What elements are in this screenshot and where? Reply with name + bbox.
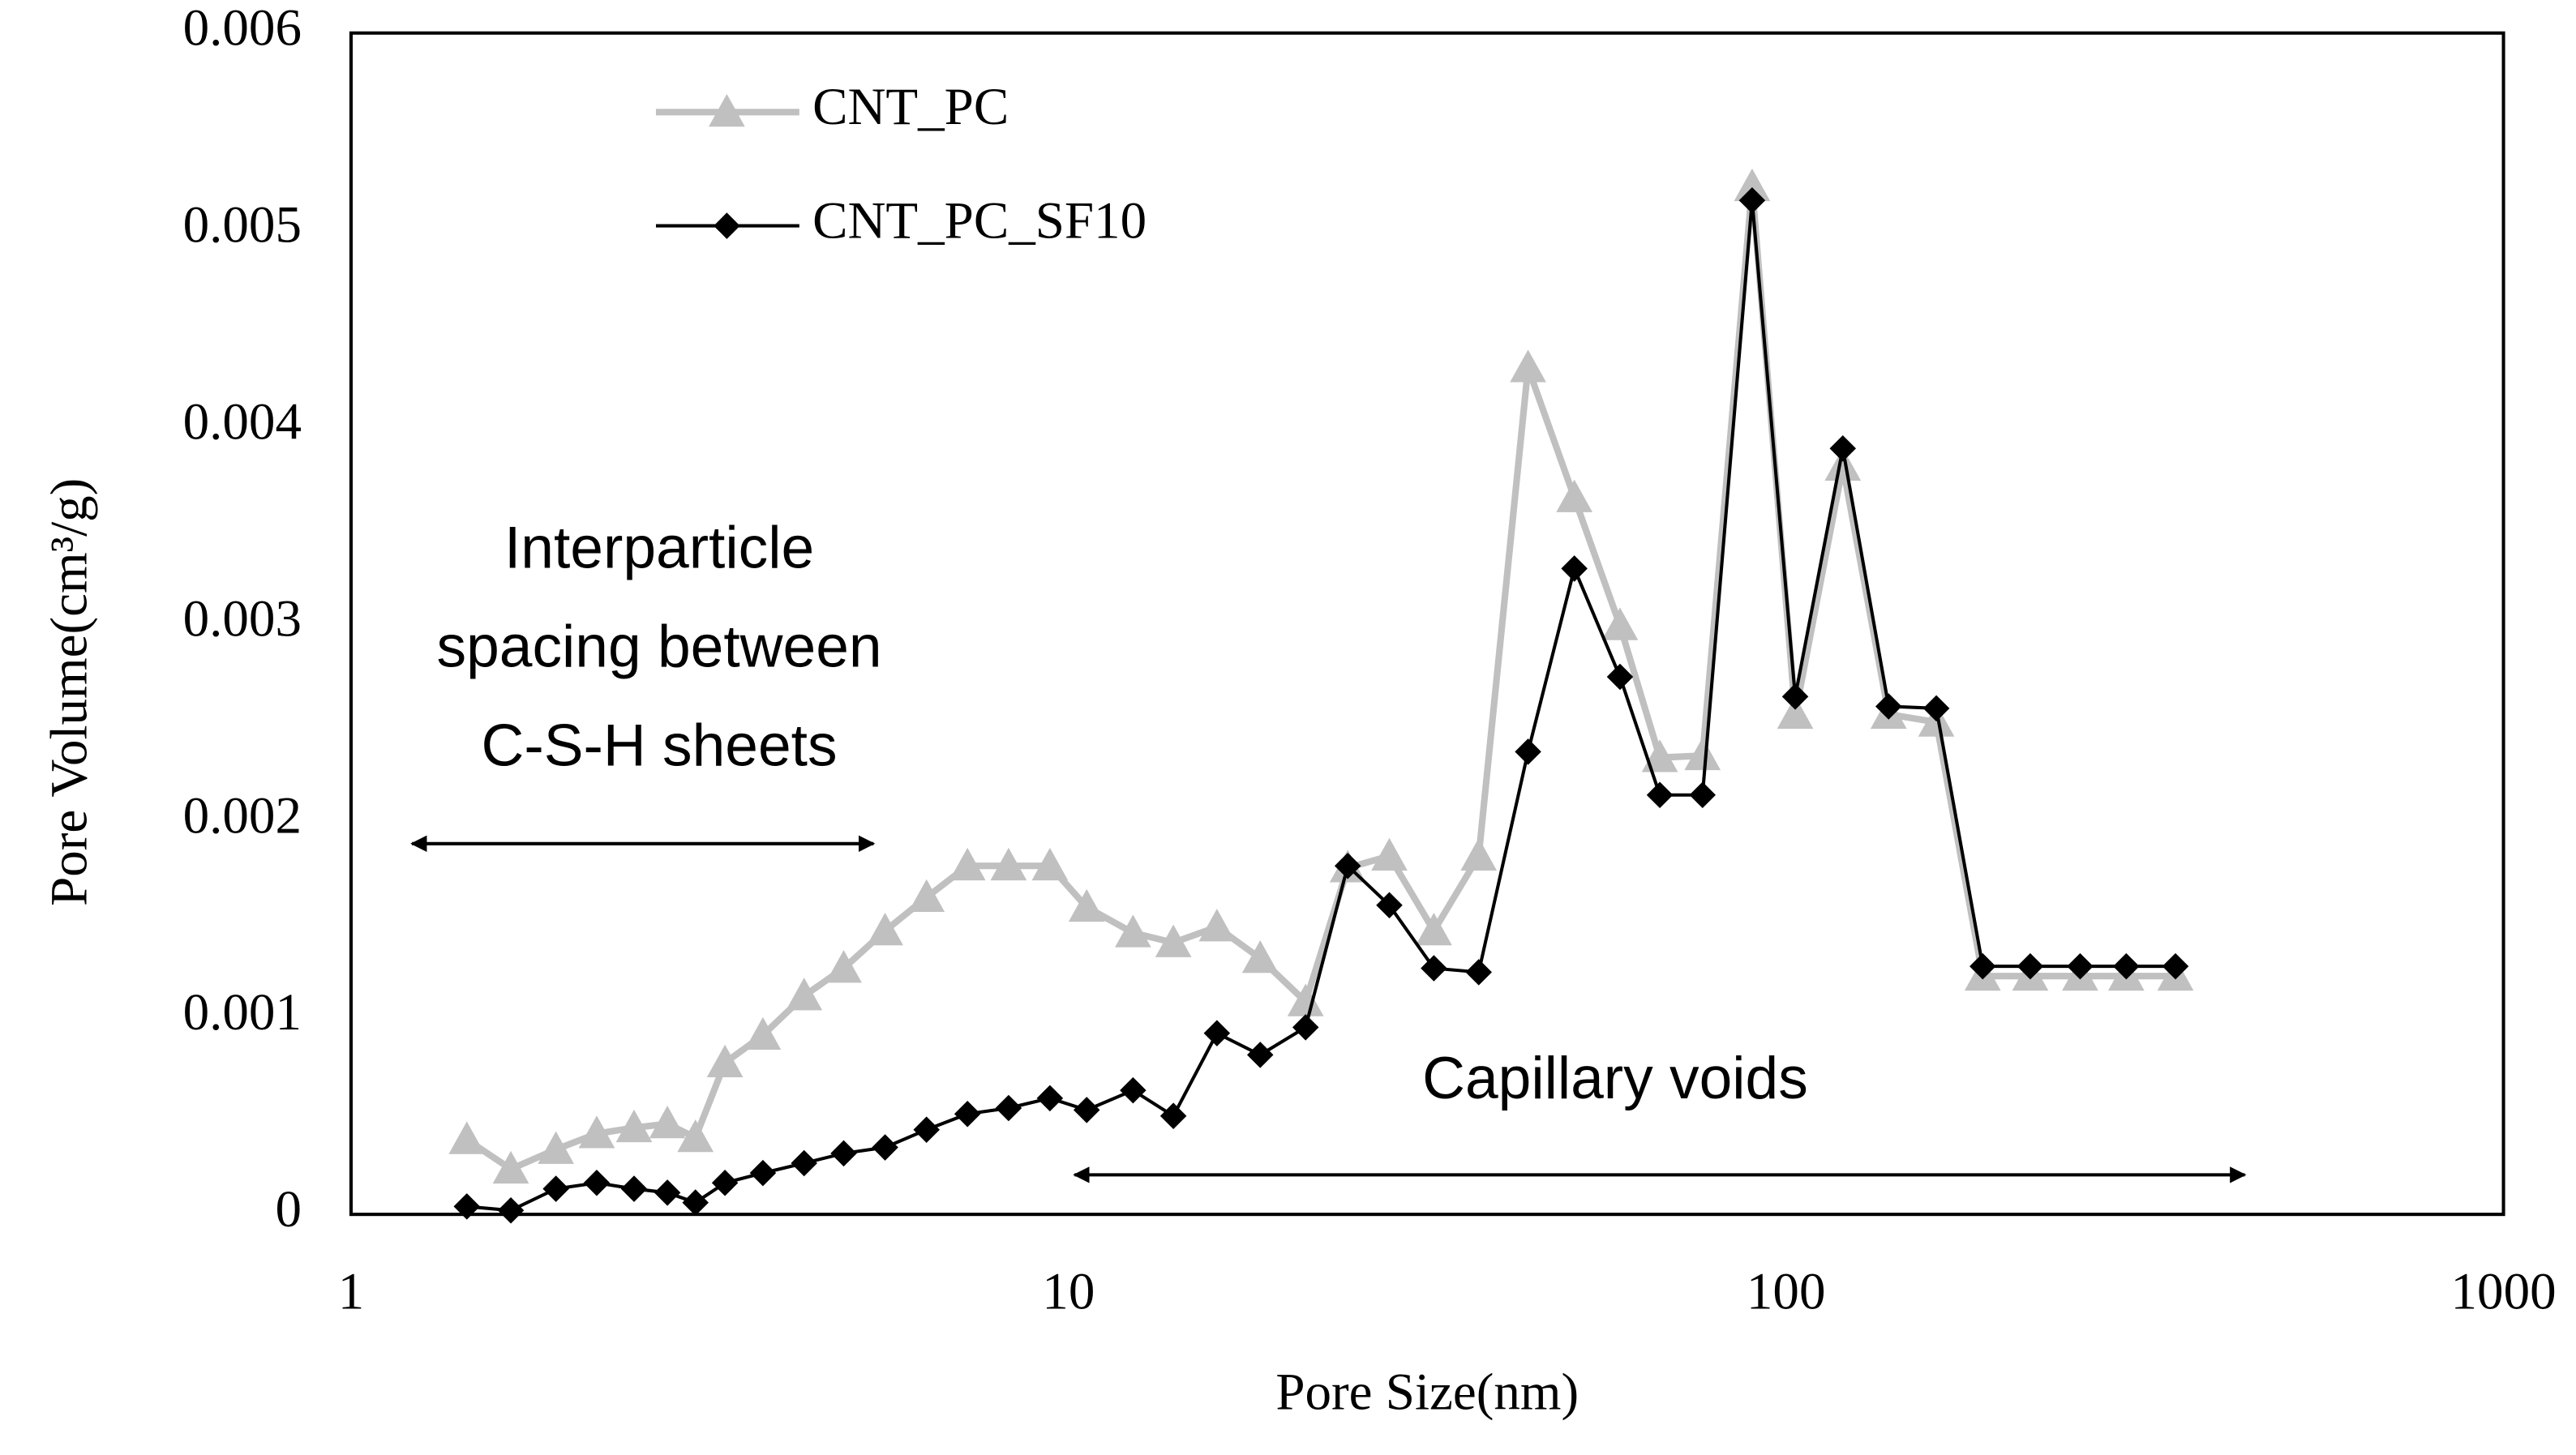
- marker: [949, 847, 986, 881]
- marker: [825, 950, 862, 983]
- annotation: C-S-H sheets: [482, 712, 838, 778]
- marker: [1829, 435, 1857, 462]
- marker: [749, 1159, 777, 1187]
- marker: [615, 1109, 653, 1143]
- x-axis-label: Pore Size(nm): [1275, 1363, 1579, 1422]
- marker: [682, 1189, 709, 1216]
- marker: [711, 1170, 739, 1196]
- marker: [1465, 959, 1492, 986]
- marker: [654, 1179, 681, 1206]
- y-tick-label: 0.006: [183, 0, 302, 58]
- marker: [1510, 349, 1546, 383]
- marker: [649, 1106, 686, 1139]
- marker: [492, 1150, 529, 1184]
- marker: [677, 1119, 714, 1153]
- marker: [2017, 952, 2044, 980]
- marker: [1561, 555, 1588, 582]
- x-tick-label: 1000: [2451, 1263, 2557, 1321]
- marker: [1460, 837, 1498, 871]
- marker: [1073, 1097, 1100, 1123]
- marker: [872, 1134, 898, 1161]
- legend-label: CNT_PC_SF10: [812, 191, 1147, 250]
- marker: [1068, 888, 1105, 922]
- legend-marker: [714, 212, 740, 239]
- marker: [1246, 1042, 1274, 1068]
- marker: [1689, 781, 1717, 809]
- plot-frame: [349, 31, 2505, 1217]
- marker: [1198, 909, 1236, 942]
- y-axis-label: Pore Volume(cm³/g): [40, 478, 98, 906]
- y-tick-label: 0.005: [183, 196, 302, 255]
- marker: [1824, 447, 1862, 481]
- marker: [1031, 847, 1069, 881]
- marker: [791, 1149, 817, 1177]
- legend-marker: [709, 93, 745, 127]
- marker: [786, 978, 823, 1011]
- marker: [1684, 737, 1721, 771]
- marker: [990, 847, 1027, 881]
- y-tick-label: 0.003: [183, 589, 302, 648]
- marker: [1203, 1020, 1231, 1046]
- marker: [620, 1175, 648, 1202]
- marker: [542, 1175, 569, 1202]
- marker: [448, 1121, 486, 1154]
- marker: [1922, 695, 1950, 722]
- annotation: Capillary voids: [1422, 1045, 1808, 1111]
- y-tick-label: 0.001: [183, 983, 302, 1042]
- marker: [1159, 1102, 1187, 1129]
- marker: [867, 913, 903, 946]
- y-tick-label: 0: [275, 1180, 302, 1239]
- legend-label: CNT_PC: [812, 78, 1009, 136]
- marker: [1515, 738, 1541, 765]
- marker: [1646, 781, 1674, 809]
- marker: [1421, 955, 1447, 982]
- marker: [538, 1131, 574, 1164]
- marker: [1556, 479, 1593, 512]
- marker: [578, 1115, 615, 1149]
- marker: [1416, 913, 1452, 946]
- marker: [1120, 1076, 1147, 1104]
- x-tick-label: 100: [1747, 1263, 1826, 1321]
- marker: [1292, 1014, 1319, 1041]
- marker: [583, 1170, 611, 1196]
- marker: [1241, 940, 1279, 974]
- x-tick-label: 10: [1042, 1263, 1095, 1321]
- marker: [1371, 837, 1408, 871]
- marker: [1115, 914, 1151, 948]
- marker: [706, 1044, 744, 1077]
- marker: [908, 879, 945, 912]
- y-tick-label: 0.002: [183, 786, 302, 845]
- marker: [1777, 695, 1814, 730]
- marker: [1287, 983, 1324, 1016]
- marker: [1970, 952, 1996, 980]
- annotation: Interparticle: [504, 514, 814, 580]
- marker: [830, 1140, 857, 1167]
- marker: [497, 1197, 525, 1224]
- marker: [954, 1101, 981, 1128]
- marker: [1781, 683, 1809, 710]
- marker: [1875, 693, 1902, 720]
- marker: [995, 1094, 1022, 1122]
- marker: [1036, 1085, 1064, 1112]
- marker: [1734, 168, 1771, 202]
- marker: [744, 1016, 782, 1050]
- marker: [2113, 952, 2140, 980]
- marker: [1601, 607, 1639, 640]
- y-tick-label: 0.004: [183, 392, 302, 451]
- annotation: spacing between: [437, 613, 882, 679]
- marker: [2067, 952, 2094, 980]
- marker: [913, 1116, 940, 1143]
- marker: [1155, 924, 1192, 957]
- x-tick-label: 1: [338, 1263, 365, 1321]
